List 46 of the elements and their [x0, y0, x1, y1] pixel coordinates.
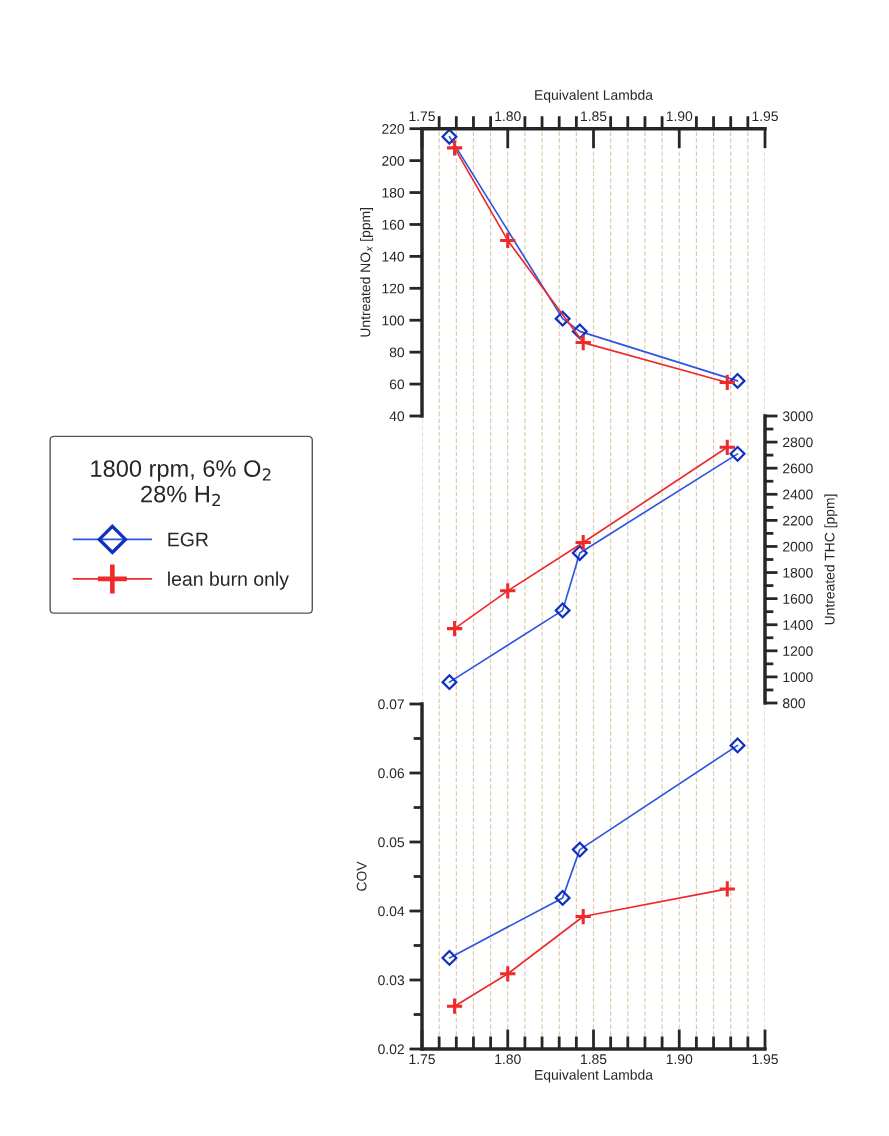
x-tick-label: 1.80: [495, 1054, 521, 1065]
y2-tick-label: 2000: [783, 541, 813, 552]
y-tick-label: 140: [382, 251, 405, 262]
y-tick-label: 120: [382, 283, 405, 294]
y-tick-label: 100: [382, 315, 405, 326]
x-tick-label: 1.90: [666, 1054, 693, 1065]
y2-tick-label: 3000: [782, 411, 813, 422]
y-tick-label: 60: [389, 379, 405, 390]
legend-label: EGR: [168, 532, 209, 547]
y-axis-title: COV: [356, 861, 367, 891]
y2-tick-label: 1800: [783, 567, 813, 578]
x-tick-label: 1.85: [581, 1054, 607, 1065]
y2-tick-label: 2800: [783, 437, 813, 448]
y-tick-label: 0.07: [378, 699, 404, 710]
y2-tick-label: 1600: [783, 593, 813, 604]
y2-tick-label: 2200: [783, 515, 813, 526]
y-tick-label: 0.05: [378, 837, 405, 848]
y2-tick-label: 800: [782, 698, 805, 709]
y2-tick-label: 2600: [783, 463, 813, 474]
y2-tick-label: 1000: [783, 672, 813, 683]
y2-tick-label: 1200: [783, 646, 813, 656]
x2-tick-label: 1.75: [409, 111, 435, 122]
x2-axis-title: Equivalent Lambda: [535, 89, 653, 103]
y-tick-label: 0.02: [378, 1044, 404, 1055]
y-tick-label: 160: [382, 219, 405, 230]
y-tick-label: 0.04: [378, 906, 405, 917]
x2-tick-label: 1.90: [666, 111, 693, 122]
y-tick-label: 0.03: [378, 975, 405, 986]
text: 1800 rpm, 6% O$_{2}$ 28% H$_{2}$: [91, 460, 271, 507]
y-tick-label: 220: [382, 124, 405, 134]
y-axis-title: Untreated NO$_{x}$ [ppm]: [360, 208, 374, 337]
x-axis-title: Equivalent Lambda: [535, 1069, 653, 1083]
y2-tick-label: 1400: [783, 620, 813, 630]
x2-tick-label: 1.85: [581, 111, 607, 122]
x-tick-label: 1.75: [409, 1054, 435, 1065]
y-tick-label: 0.06: [378, 768, 405, 779]
y-tick-label: 200: [382, 155, 405, 166]
y2-tick-label: 2400: [783, 489, 813, 500]
x-tick-label: 1.95: [752, 1054, 778, 1065]
y-tick-label: 80: [389, 347, 405, 358]
x2-tick-label: 1.80: [495, 111, 521, 122]
legend-label: lean burn only: [168, 571, 289, 590]
y-tick-label: 180: [382, 187, 405, 198]
y2-axis-title: Untreated THC [ppm]: [824, 494, 838, 625]
y-tick-label: 40: [389, 411, 405, 422]
x2-tick-label: 1.95: [752, 111, 778, 122]
